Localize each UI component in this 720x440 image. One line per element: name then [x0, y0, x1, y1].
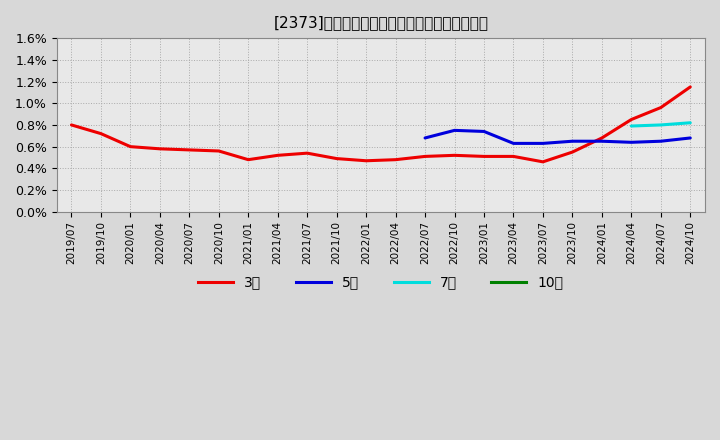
3年 — [450, 153, 459, 158]
7年 — [657, 122, 665, 128]
7年 — [627, 123, 636, 128]
5年 — [509, 141, 518, 146]
3年 — [391, 157, 400, 162]
3年 — [657, 105, 665, 110]
3年 — [627, 117, 636, 122]
Line: 5年: 5年 — [425, 130, 690, 143]
3年 — [362, 158, 371, 163]
5年 — [480, 129, 488, 134]
5年 — [568, 139, 577, 144]
Line: 3年: 3年 — [71, 87, 690, 162]
3年 — [215, 148, 223, 154]
3年 — [185, 147, 194, 153]
3年 — [333, 156, 341, 161]
3年 — [420, 154, 429, 159]
3年 — [274, 153, 282, 158]
Line: 7年: 7年 — [631, 123, 690, 126]
3年 — [539, 159, 547, 165]
3年 — [126, 144, 135, 149]
3年 — [509, 154, 518, 159]
5年 — [450, 128, 459, 133]
5年 — [539, 141, 547, 146]
Legend: 3年, 5年, 7年, 10年: 3年, 5年, 7年, 10年 — [193, 270, 569, 295]
7年 — [686, 120, 695, 125]
5年 — [627, 139, 636, 145]
3年 — [686, 84, 695, 90]
3年 — [480, 154, 488, 159]
Title: [2373]　当期純利益マージンの標準偏差の推移: [2373] 当期純利益マージンの標準偏差の推移 — [274, 15, 488, 30]
5年 — [657, 139, 665, 144]
5年 — [420, 136, 429, 141]
3年 — [96, 131, 105, 136]
3年 — [156, 146, 164, 151]
3年 — [303, 150, 312, 156]
3年 — [244, 157, 253, 162]
5年 — [598, 139, 606, 144]
3年 — [568, 150, 577, 155]
3年 — [67, 122, 76, 128]
3年 — [598, 136, 606, 141]
5年 — [686, 136, 695, 141]
